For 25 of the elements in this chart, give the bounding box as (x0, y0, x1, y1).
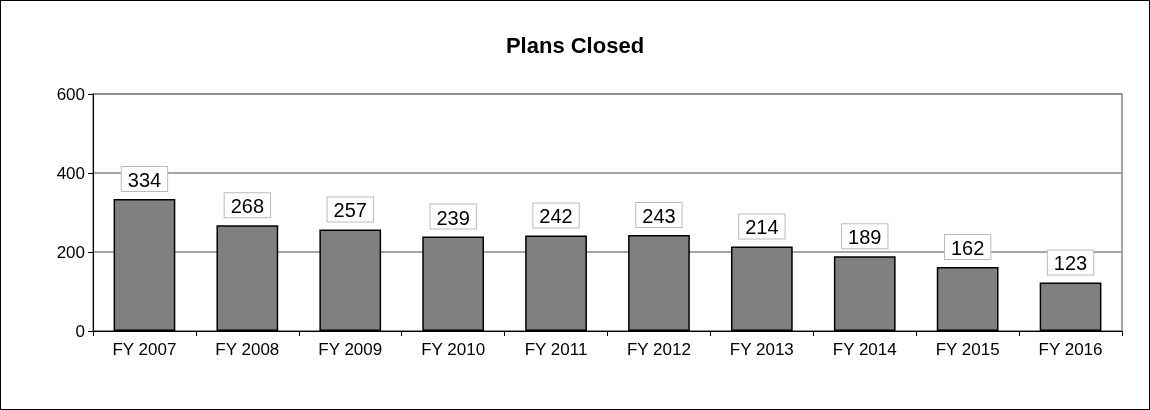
x-tick-label: FY 2013 (729, 340, 794, 359)
x-tick-label: FY 2016 (1038, 340, 1103, 359)
chart-title: Plans Closed (505, 32, 645, 58)
x-tick-label: FY 2007 (112, 340, 177, 359)
data-label: 243 (642, 205, 676, 228)
data-label: 268 (230, 195, 265, 218)
y-tick-label: 200 (56, 242, 85, 262)
y-tick-label: 600 (56, 84, 85, 104)
y-tick-label: 400 (56, 163, 85, 183)
data-label: 257 (333, 199, 367, 222)
x-tick-label: FY 2010 (421, 340, 486, 359)
x-tick-label: FY 2008 (215, 340, 280, 359)
x-tick-label: FY 2015 (935, 340, 1000, 359)
data-label: 239 (436, 206, 470, 229)
x-tick-label: FY 2012 (626, 340, 691, 359)
x-tick-label: FY 2009 (318, 340, 383, 359)
y-tick-label: 0 (75, 321, 85, 341)
data-label: 242 (539, 205, 573, 228)
data-label: 162 (950, 237, 985, 260)
data-label: 123 (1053, 252, 1088, 275)
data-label: 189 (848, 226, 882, 249)
data-label: 334 (127, 169, 162, 192)
data-label: 214 (745, 216, 779, 239)
x-tick-label: FY 2014 (832, 340, 897, 359)
x-tick-label: FY 2011 (524, 340, 588, 359)
